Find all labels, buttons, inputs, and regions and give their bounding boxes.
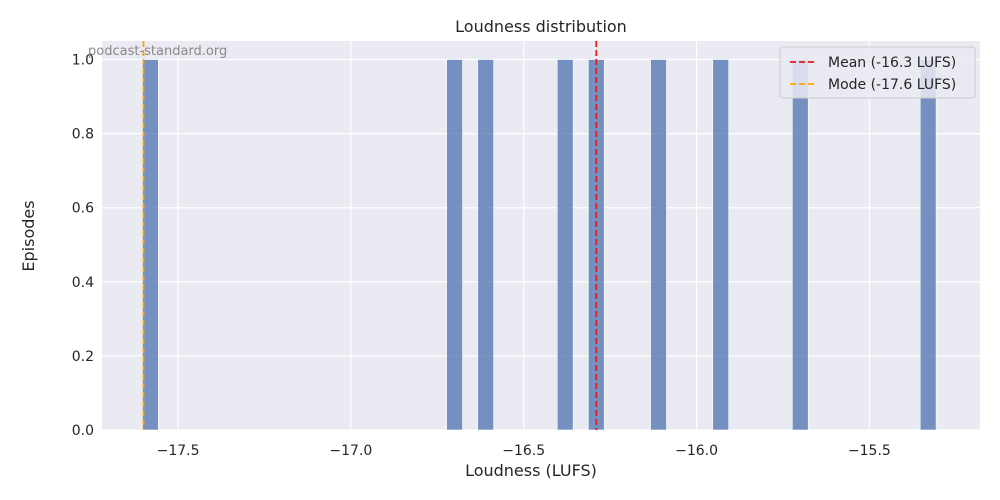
axis-ticks: −17.5 −17.0 −16.5 −16.0 −15.5 0.0 0.2 0.4 0.6 0.8… — [72, 53, 891, 459]
y-tick-label: 0.8 — [72, 127, 94, 143]
histogram-bars — [142, 59, 937, 431]
gridlines — [102, 41, 980, 431]
x-tick-label: −17.5 — [157, 443, 200, 459]
histogram-bar — [556, 59, 574, 431]
legend: Mean (-16.3 LUFS) Mode (-17.6 LUFS) — [779, 46, 976, 99]
histogram-bar — [477, 59, 494, 431]
y-tick-label: 0.6 — [72, 201, 94, 217]
histogram-bar — [792, 59, 809, 431]
histogram-bar — [650, 59, 667, 431]
chart-title: Loudness distribution — [455, 17, 627, 36]
y-tick-label: 0.0 — [72, 423, 94, 439]
plot-area-background — [102, 41, 980, 430]
reference-lines — [142, 41, 598, 430]
y-tick-label: 0.2 — [72, 349, 94, 365]
x-tick-label: −17.0 — [329, 443, 372, 459]
legend-box — [779, 46, 976, 99]
x-tick-label: −16.0 — [675, 443, 718, 459]
x-tick-label: −16.5 — [502, 443, 545, 459]
y-tick-label: 1.0 — [72, 53, 94, 69]
histogram-bar — [712, 59, 729, 431]
x-tick-label: −15.5 — [848, 443, 891, 459]
x-axis-label: Loudness (LUFS) — [465, 461, 597, 480]
watermark-text: podcast-standard.org — [88, 44, 227, 59]
legend-mode-label: Mode (-17.6 LUFS) — [828, 77, 956, 93]
histogram-bar — [446, 59, 463, 431]
y-axis-label: Episodes — [19, 200, 38, 271]
histogram-bar — [142, 59, 159, 431]
y-tick-label: 0.4 — [72, 275, 94, 291]
legend-mean-label: Mean (-16.3 LUFS) — [828, 55, 956, 71]
histogram-bar — [919, 59, 937, 431]
